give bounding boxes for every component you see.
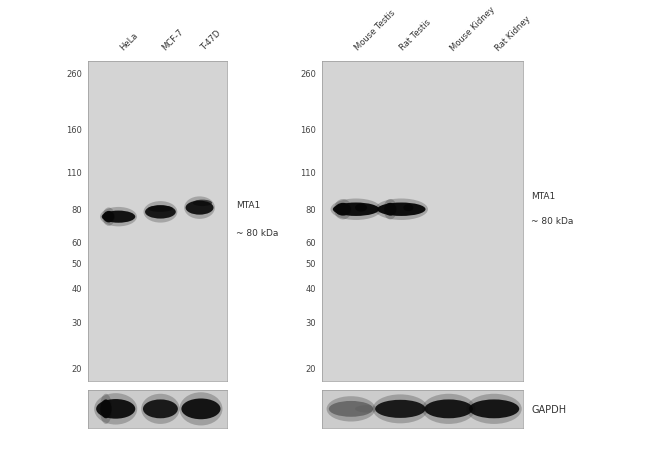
Ellipse shape xyxy=(179,392,222,425)
Text: ~ 80 kDa: ~ 80 kDa xyxy=(531,216,574,225)
Ellipse shape xyxy=(99,394,112,424)
Text: GAPDH: GAPDH xyxy=(531,404,566,414)
Ellipse shape xyxy=(100,399,112,419)
Ellipse shape xyxy=(184,197,215,219)
Ellipse shape xyxy=(355,204,367,212)
Ellipse shape xyxy=(329,401,373,417)
Text: 60: 60 xyxy=(306,238,316,247)
Ellipse shape xyxy=(326,396,375,422)
Ellipse shape xyxy=(334,200,352,220)
Ellipse shape xyxy=(103,212,114,223)
Text: 40: 40 xyxy=(306,285,316,294)
Ellipse shape xyxy=(96,399,135,419)
Text: Rat Testis: Rat Testis xyxy=(398,18,433,52)
Ellipse shape xyxy=(333,203,379,217)
Text: T-47D: T-47D xyxy=(200,29,223,52)
Ellipse shape xyxy=(466,394,522,424)
Text: 20: 20 xyxy=(306,364,316,373)
Ellipse shape xyxy=(145,206,176,219)
Text: 30: 30 xyxy=(72,318,82,327)
Ellipse shape xyxy=(404,205,413,212)
Ellipse shape xyxy=(141,394,179,424)
Ellipse shape xyxy=(355,405,379,413)
Ellipse shape xyxy=(148,206,173,213)
Ellipse shape xyxy=(103,208,115,226)
Text: Rat Kidney: Rat Kidney xyxy=(494,14,532,52)
Text: MTA1: MTA1 xyxy=(531,191,556,200)
Ellipse shape xyxy=(101,211,135,223)
Text: MTA1: MTA1 xyxy=(236,201,260,210)
Ellipse shape xyxy=(384,203,396,216)
Text: 50: 50 xyxy=(72,259,82,268)
Text: Fig: a: Fig: a xyxy=(143,413,172,423)
Text: 160: 160 xyxy=(66,126,82,134)
Text: ~ 80 kDa: ~ 80 kDa xyxy=(236,229,278,238)
Ellipse shape xyxy=(94,393,137,425)
Text: 50: 50 xyxy=(306,259,316,268)
Text: MCF-7: MCF-7 xyxy=(161,28,185,52)
Ellipse shape xyxy=(377,203,426,217)
Ellipse shape xyxy=(335,203,351,216)
Ellipse shape xyxy=(144,202,177,223)
Ellipse shape xyxy=(422,394,475,424)
Text: Mouse Testis: Mouse Testis xyxy=(353,8,397,52)
Text: 110: 110 xyxy=(300,169,316,178)
Ellipse shape xyxy=(186,201,213,215)
Text: Fig: b: Fig: b xyxy=(408,413,437,423)
Text: Mouse Kidney: Mouse Kidney xyxy=(448,5,497,52)
Ellipse shape xyxy=(384,200,397,220)
Text: 260: 260 xyxy=(300,70,316,79)
Text: 80: 80 xyxy=(306,205,316,214)
Text: 30: 30 xyxy=(306,318,316,327)
Text: HeLa: HeLa xyxy=(118,31,140,52)
Ellipse shape xyxy=(143,399,178,419)
Ellipse shape xyxy=(181,398,220,420)
Ellipse shape xyxy=(375,400,426,418)
Ellipse shape xyxy=(424,399,473,419)
Text: 110: 110 xyxy=(66,169,82,178)
Ellipse shape xyxy=(372,395,428,423)
Ellipse shape xyxy=(375,199,428,220)
Ellipse shape xyxy=(192,200,212,207)
Text: 80: 80 xyxy=(72,205,82,214)
Ellipse shape xyxy=(330,199,382,220)
Ellipse shape xyxy=(469,399,519,419)
Text: 60: 60 xyxy=(72,238,82,247)
Text: 160: 160 xyxy=(300,126,316,134)
Text: 260: 260 xyxy=(66,70,82,79)
Text: 40: 40 xyxy=(72,285,82,294)
Text: 20: 20 xyxy=(72,364,82,373)
Ellipse shape xyxy=(100,207,137,227)
